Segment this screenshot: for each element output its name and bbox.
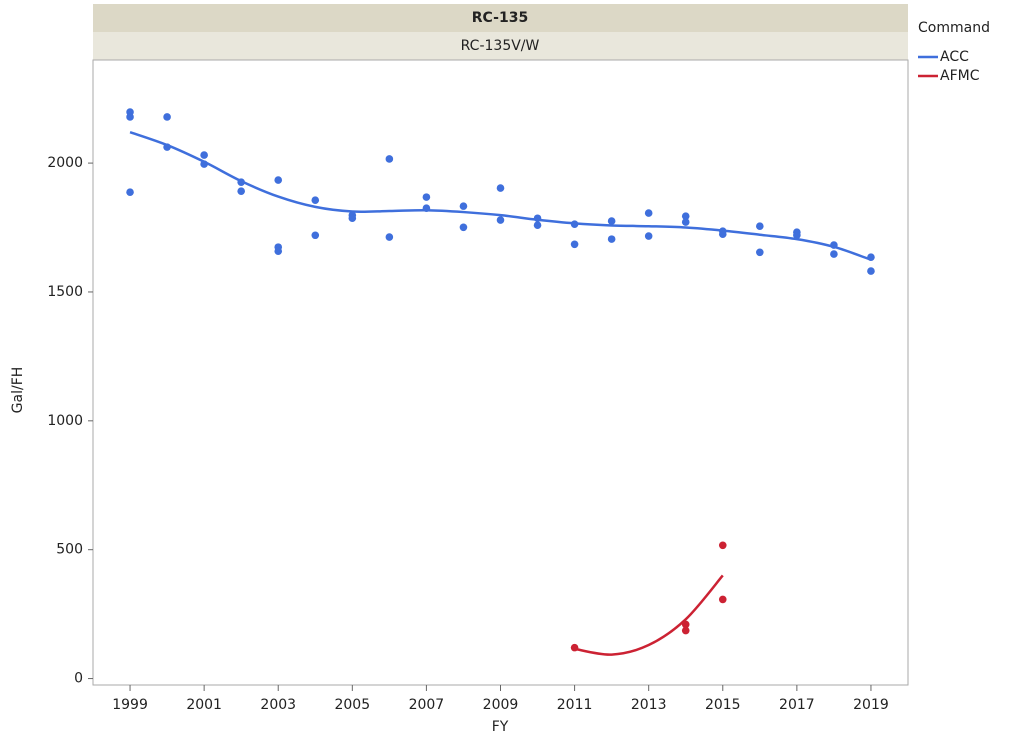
title-band [93, 4, 908, 32]
x-tick-label: 2017 [779, 697, 815, 713]
x-tick-label: 2009 [483, 697, 519, 713]
point [459, 202, 468, 210]
point [385, 155, 394, 163]
point [718, 541, 727, 550]
point [570, 643, 579, 652]
plot-frame [92, 59, 909, 686]
point [681, 620, 690, 629]
trend-line [574, 574, 724, 656]
legend-label: AFMC [940, 68, 980, 84]
x-tick-label: 1999 [112, 697, 148, 713]
point [644, 232, 653, 240]
x-axis-label: FY [492, 719, 509, 735]
point [163, 113, 171, 121]
x-tick-label: 2011 [557, 697, 593, 713]
y-axis-label: Gal/FH [10, 367, 26, 414]
point [274, 247, 283, 256]
legend-label: ACC [940, 49, 969, 65]
point [681, 626, 690, 635]
point [830, 241, 838, 249]
point [756, 248, 764, 257]
point [718, 230, 727, 239]
point [311, 196, 320, 205]
point [126, 188, 134, 197]
point [830, 250, 838, 258]
point [533, 221, 542, 230]
point [163, 143, 171, 151]
point [200, 160, 208, 168]
x-tick-label: 2005 [334, 697, 370, 713]
point [533, 214, 542, 223]
point [756, 222, 764, 231]
chart-subtitle: RC-135V/W [461, 38, 540, 54]
point [237, 187, 245, 195]
subtitle-band [93, 32, 908, 60]
point [570, 240, 579, 249]
y-tick-label: 0 [74, 671, 83, 687]
y-tick-label: 1500 [47, 284, 83, 300]
point [644, 209, 653, 217]
point [496, 216, 505, 224]
x-tick-label: 2019 [853, 697, 889, 713]
y-tick-label: 2000 [47, 155, 83, 171]
point [718, 595, 727, 604]
x-tick-label: 2013 [631, 697, 667, 713]
point [237, 178, 245, 186]
point [385, 233, 394, 241]
point [681, 218, 690, 226]
point [681, 212, 690, 220]
point [459, 223, 468, 232]
point [867, 253, 875, 261]
point [607, 217, 616, 225]
point [422, 204, 431, 212]
point [348, 214, 357, 223]
point [867, 267, 875, 275]
x-tick-label: 2001 [186, 697, 222, 713]
point [274, 176, 283, 184]
point [200, 151, 208, 159]
x-tick-label: 2003 [260, 697, 296, 713]
legend-title: Command [918, 20, 990, 36]
point [422, 193, 431, 201]
point [793, 231, 801, 240]
x-tick-label: 2007 [409, 697, 445, 713]
point [607, 235, 616, 243]
point [496, 184, 505, 192]
trend-line [129, 130, 872, 261]
point [570, 220, 579, 228]
point [126, 113, 134, 121]
y-tick-label: 500 [56, 542, 83, 558]
y-tick-label: 1000 [47, 413, 83, 429]
x-tick-label: 2015 [705, 697, 741, 713]
point [311, 231, 320, 240]
chart-title: RC-135 [472, 10, 528, 26]
